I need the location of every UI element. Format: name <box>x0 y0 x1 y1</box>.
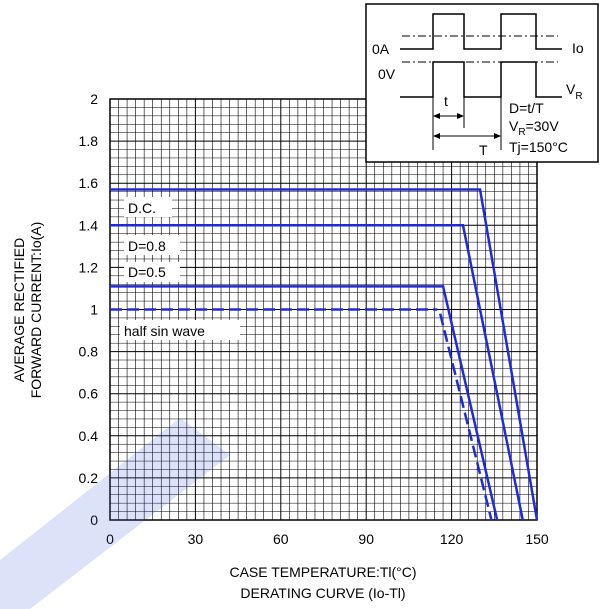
inset-label-0A: 0A <box>372 41 390 57</box>
label-half-sin: half sin wave <box>124 323 205 339</box>
current-waveform <box>400 13 562 50</box>
series-line-2 <box>110 285 499 521</box>
y-tick-label: 0.6 <box>79 386 99 402</box>
y-tick-label: 0.8 <box>79 344 99 360</box>
series-group <box>110 188 539 521</box>
inset-label-Io: Io <box>572 40 584 56</box>
x-tick-label: 0 <box>106 531 114 547</box>
y-tick-label: 1.8 <box>79 133 99 149</box>
y-tick-label: 0.4 <box>79 428 99 444</box>
series-line-0 <box>110 188 539 521</box>
inset-label-0V: 0V <box>378 66 396 82</box>
y-tick-label: 0.2 <box>79 470 99 486</box>
inset-eq-VR: VR=30V <box>509 118 559 138</box>
x-tick-label: 30 <box>188 531 204 547</box>
label-d08: D=0.8 <box>128 238 166 254</box>
x-tick-label: 90 <box>358 531 374 547</box>
series-line-4 <box>439 313 493 521</box>
y-tick-label: 1 <box>90 302 98 318</box>
y-tick-labels: 0 0.2 0.4 0.6 0.8 1 1.2 1.4 1.6 1.8 2 <box>79 91 99 528</box>
inset-eq-D: D=t/T <box>509 100 544 116</box>
y-axis-title-line2: FORWARD CURRENT:Io(A) <box>28 222 44 399</box>
x-tick-label: 60 <box>273 531 289 547</box>
x-tick-labels: 0 30 60 90 120 150 <box>106 531 549 547</box>
label-d05: D=0.5 <box>128 264 166 280</box>
series-line-1 <box>110 224 524 521</box>
x-tick-label: 120 <box>440 531 464 547</box>
y-tick-label: 1.2 <box>79 259 99 275</box>
inset-waveform-box: 0A Io 0V VR t T D=t/T VR=30V Tj=150°C <box>365 3 599 163</box>
y-tick-label: 0 <box>90 512 98 528</box>
inset-label-VR: VR <box>566 81 583 102</box>
y-tick-label: 1.6 <box>79 175 99 191</box>
y-tick-label: 2 <box>90 91 98 107</box>
inset-label-T: T <box>479 142 488 158</box>
label-dc: D.C. <box>128 200 156 216</box>
chart-caption: DERATING CURVE (Io-Tl) <box>240 585 405 601</box>
inset-label-t: t <box>444 93 448 109</box>
y-axis-title-line1: AVERAGE RECTIFIED <box>11 238 27 382</box>
inset-eq-Tj: Tj=150°C <box>509 139 568 155</box>
voltage-waveform <box>400 61 562 98</box>
watermark-stripe <box>0 418 230 609</box>
x-axis-title: CASE TEMPERATURE:Tl(°C) <box>229 564 416 580</box>
x-tick-label: 150 <box>525 531 549 547</box>
y-tick-label: 1.4 <box>79 217 99 233</box>
